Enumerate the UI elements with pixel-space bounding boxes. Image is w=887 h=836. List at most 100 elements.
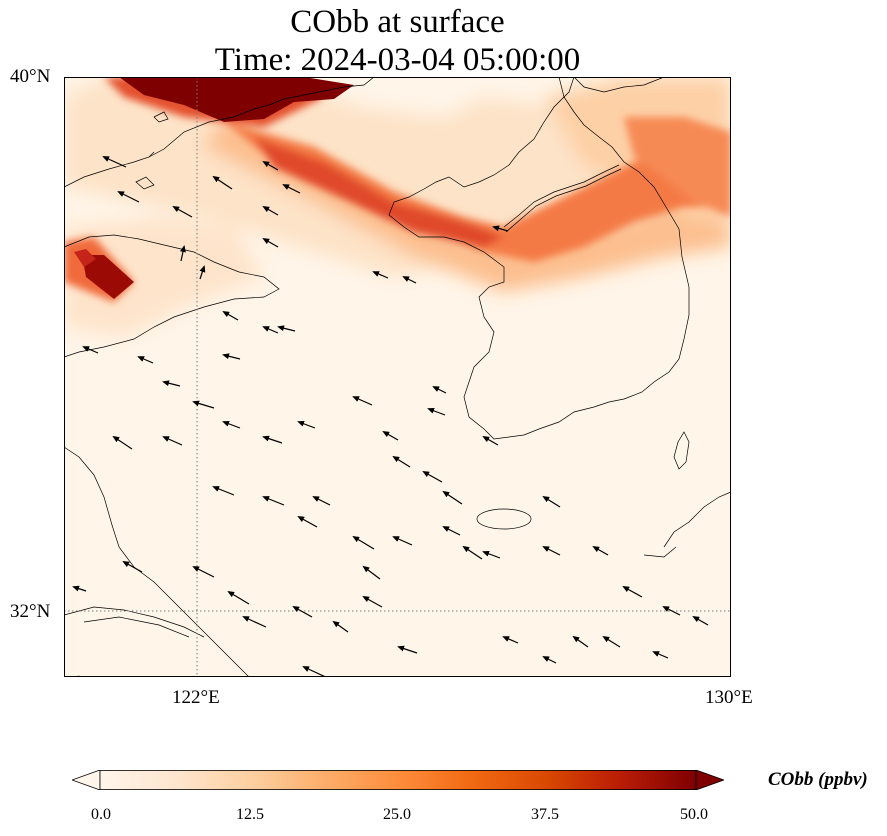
wind-arrow <box>262 326 279 334</box>
wind-arrow <box>692 616 709 626</box>
colorbar-tick-0: 0.0 <box>91 806 111 823</box>
plume-central-glow <box>204 117 731 292</box>
colorbar-label: CObb (ppbv) <box>768 769 868 790</box>
wind-arrow <box>432 386 447 394</box>
colorbar-tick-3: 37.5 <box>531 806 559 823</box>
wind-arrow <box>227 590 250 605</box>
wind-arrow <box>192 566 215 578</box>
colorbar <box>70 769 726 791</box>
coast-jeju <box>476 508 532 530</box>
wind-arrow <box>112 435 133 450</box>
wind-arrow <box>302 666 328 677</box>
wind-arrow <box>652 651 669 659</box>
wind-arrow <box>172 206 193 218</box>
wind-arrow <box>312 496 331 506</box>
wind-arrow <box>262 238 279 248</box>
wind-arrow <box>352 535 375 550</box>
wind-arrow <box>297 420 316 429</box>
colorbar-tick-2: 25.0 <box>383 806 411 823</box>
wind-arrow <box>282 184 301 194</box>
colorbar-tick-1: 12.5 <box>236 806 264 823</box>
plume-central-inner <box>254 137 504 247</box>
wind-arrow <box>82 346 99 354</box>
wind-arrow <box>297 516 318 528</box>
wind-arrow <box>362 596 383 608</box>
wind-arrow <box>192 400 215 409</box>
plume-top-max <box>119 77 354 122</box>
wind-arrow <box>180 245 186 262</box>
wind-arrow <box>402 276 417 284</box>
wind-arrow <box>162 380 181 387</box>
wind-arrow <box>397 645 418 654</box>
wind-arrow <box>442 526 461 536</box>
lat-label-40: 40°N <box>10 66 51 87</box>
map-time: Time: 2024-03-04 05:00:00 <box>214 42 581 78</box>
wind-arrow <box>442 490 463 505</box>
coast-liaodong <box>148 77 375 158</box>
coast-shandong <box>64 234 280 358</box>
coast-korea-border <box>503 164 622 233</box>
wind-arrow <box>482 550 501 559</box>
map-panel <box>64 77 731 677</box>
wind-arrow <box>332 620 349 633</box>
plume-left-glow <box>64 217 264 337</box>
wind-arrow <box>662 606 681 616</box>
wind-arrow <box>262 206 279 216</box>
co-field <box>64 77 731 337</box>
wind-arrow <box>422 471 443 483</box>
wind-arrow <box>262 161 279 171</box>
coast-korea-west <box>388 77 690 440</box>
colorbar-extend-high <box>695 769 726 791</box>
wind-arrow <box>622 586 643 598</box>
wind-arrow <box>212 486 235 496</box>
wind-arrow <box>262 496 285 506</box>
wind-arrow <box>222 311 239 321</box>
wind-arrow <box>542 656 557 664</box>
wind-arrow <box>392 455 411 468</box>
wind-arrow <box>292 606 313 618</box>
wind-arrow <box>362 565 381 580</box>
plume-central-core <box>224 122 731 262</box>
map-frame <box>64 77 731 677</box>
coast-kyushu <box>643 491 731 558</box>
colorbar-gradient <box>100 770 696 790</box>
lon-label-122: 122°E <box>172 687 220 708</box>
plume-left-max <box>82 255 134 299</box>
wind-arrow <box>482 436 499 446</box>
wind-arrow <box>542 546 561 556</box>
wind-arrow <box>392 536 413 546</box>
plume-left-max-2 <box>74 249 96 267</box>
gridlines <box>64 77 731 677</box>
wind-arrow <box>602 635 621 648</box>
wind-arrow <box>102 156 127 168</box>
coast-yangtze <box>64 606 205 638</box>
wind-arrow <box>122 561 143 573</box>
wind-arrow <box>427 407 446 416</box>
wind-arrow <box>72 585 87 592</box>
lat-label-32: 32°N <box>10 601 51 622</box>
wind-arrow <box>372 271 389 279</box>
wind-arrow <box>277 325 296 332</box>
wind-arrow <box>592 546 609 556</box>
wind-vectors <box>72 156 709 677</box>
wind-arrow <box>212 175 233 190</box>
wind-arrow <box>162 436 183 446</box>
coast-islands-west <box>135 111 169 190</box>
coast-korea-east <box>573 77 665 93</box>
wind-arrow <box>222 353 241 360</box>
colorbar-extend-low <box>70 769 101 791</box>
wind-arrow <box>572 635 589 648</box>
wind-arrow <box>542 495 561 508</box>
wind-arrow <box>462 545 483 560</box>
coast-tsushima <box>673 431 690 470</box>
wind-arrow <box>352 396 373 406</box>
wind-arrow <box>222 420 241 429</box>
wind-arrow <box>502 636 519 644</box>
colorbar-tick-4: 50.0 <box>680 806 708 823</box>
wind-arrow <box>492 225 509 232</box>
wind-arrow <box>382 431 399 441</box>
wind-arrow <box>199 265 206 280</box>
wind-arrow <box>117 191 140 203</box>
wind-arrow <box>137 356 154 364</box>
lon-label-130: 130°E <box>705 687 753 708</box>
